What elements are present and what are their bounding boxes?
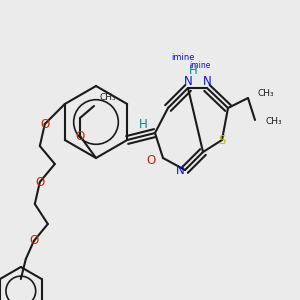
Text: H: H (139, 118, 147, 131)
Text: O: O (35, 176, 44, 188)
Text: O: O (29, 235, 38, 248)
Text: CH₃: CH₃ (265, 118, 282, 127)
Text: N: N (176, 164, 185, 176)
Text: CH₃: CH₃ (258, 88, 274, 98)
Text: O: O (40, 118, 50, 130)
Text: N: N (202, 75, 211, 88)
Text: H: H (189, 64, 197, 76)
Text: O: O (75, 130, 85, 142)
Text: imine: imine (171, 53, 195, 62)
Text: imine: imine (189, 61, 211, 70)
Text: N: N (184, 75, 192, 88)
Text: O: O (146, 154, 156, 166)
Text: S: S (218, 134, 226, 146)
Text: CH₃: CH₃ (99, 93, 116, 102)
